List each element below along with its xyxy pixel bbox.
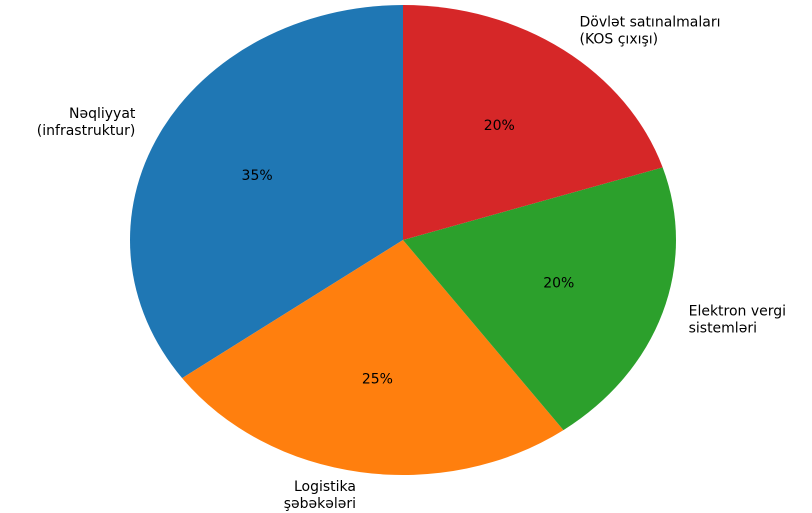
slice-label-2: Elektron vergi sistemləri [689,303,786,336]
slice-percent-1: 25% [362,371,393,387]
pie-slice-2 [403,167,677,431]
pie-slice-0 [130,5,404,379]
percent-labels: 35% 25% 20% 20% [242,118,575,387]
pie-slices [130,5,677,476]
slice-label-1: Logistika şəbəkələri [284,479,356,512]
pie-slice-1 [182,240,564,476]
slice-label-line: Dövlət satınalmaları [580,14,721,30]
slice-percent-0: 35% [242,168,273,184]
slice-label-line: (KOS çıxışı) [580,31,659,47]
slice-labels: Nəqliyyat (infrastruktur) Logistika şəbəkəl… [37,14,786,511]
slice-label-line: sistemləri [689,320,757,336]
slice-label-line: Elektron vergi [689,303,786,319]
slice-label-line: şəbəkələri [284,496,356,512]
slice-percent-2: 20% [543,276,574,292]
slice-label-line: (infrastruktur) [37,123,136,139]
slice-label-line: Logistika [294,479,356,495]
slice-label-line: Nəqliyyat [69,106,136,122]
slice-label-0: Nəqliyyat (infrastruktur) [37,106,136,139]
slice-percent-3: 20% [484,118,515,134]
slice-label-3: Dövlət satınalmaları (KOS çıxışı) [580,14,721,47]
pie-slice-3 [403,5,663,240]
